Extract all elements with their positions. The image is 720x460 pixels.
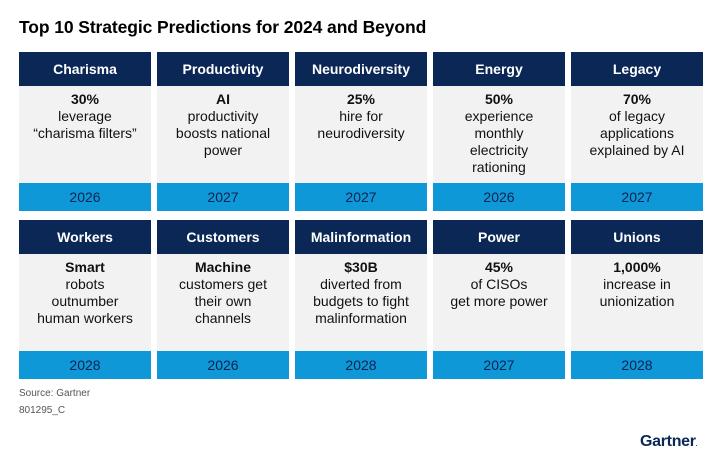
card-year: 2027 (157, 183, 289, 211)
card-category: Workers (19, 220, 151, 254)
card-lead: Machine (194, 259, 251, 275)
card-description: productivity boosts national power (175, 108, 271, 158)
card-category: Productivity (157, 52, 289, 86)
card-year: 2026 (157, 351, 289, 379)
card-lead: 25% (346, 91, 376, 107)
card-year: 2028 (571, 351, 703, 379)
gartner-logo: Gartner. (640, 433, 697, 451)
card-lead: Smart (65, 259, 105, 275)
card-category: Customers (157, 220, 289, 254)
card-year: 2027 (571, 183, 703, 211)
card-category: Neurodiversity (295, 52, 427, 86)
card-description: of CISOs get more power (450, 276, 548, 309)
card-year: 2026 (433, 183, 565, 211)
card-body: Smart robots outnumber human workers (19, 254, 151, 351)
card-year: 2028 (295, 351, 427, 379)
card-description: of legacy applications explained by AI (589, 108, 685, 158)
card-year: 2026 (19, 183, 151, 211)
card-body: Machine customers get their own channels (157, 254, 289, 351)
card-body: 45% of CISOs get more power (433, 254, 565, 351)
card-body: $30B diverted from budgets to fight mali… (295, 254, 427, 351)
card-year: 2027 (295, 183, 427, 211)
source-note: Source: Gartner (19, 388, 91, 399)
card-body: 1,000% increase in unionization (571, 254, 703, 351)
card-year: 2028 (19, 351, 151, 379)
card-description: customers get their own channels (179, 276, 267, 326)
card-lead: AI (216, 91, 230, 107)
card-category: Power (433, 220, 565, 254)
card-lead: 30% (70, 91, 100, 107)
card-description: experience monthly electricity rationing (464, 108, 534, 175)
logo-dot-icon: . (695, 442, 698, 448)
prediction-card-neurodiversity: Neurodiversity 25% hire for neurodiversi… (295, 52, 427, 211)
card-category: Charisma (19, 52, 151, 86)
card-lead: 50% (484, 91, 514, 107)
predictions-grid: Charisma 30% leverage “charisma filters”… (19, 52, 703, 379)
page-title: Top 10 Strategic Predictions for 2024 an… (19, 17, 427, 37)
prediction-card-energy: Energy 50% experience monthly electricit… (433, 52, 565, 211)
card-lead: 70% (622, 91, 652, 107)
card-body: 25% hire for neurodiversity (295, 86, 427, 183)
prediction-card-power: Power 45% of CISOs get more power 2027 (433, 220, 565, 379)
prediction-card-legacy: Legacy 70% of legacy applications explai… (571, 52, 703, 211)
figure-code: 801295_C (19, 405, 66, 416)
card-category: Legacy (571, 52, 703, 86)
card-category: Malinformation (295, 220, 427, 254)
card-body: 70% of legacy applications explained by … (571, 86, 703, 183)
card-body: AI productivity boosts national power (157, 86, 289, 183)
card-year: 2027 (433, 351, 565, 379)
prediction-card-charisma: Charisma 30% leverage “charisma filters”… (19, 52, 151, 211)
logo-text: Gartner (640, 433, 696, 450)
prediction-card-productivity: Productivity AI productivity boosts nati… (157, 52, 289, 211)
prediction-card-malinformation: Malinformation $30B diverted from budget… (295, 220, 427, 379)
card-description: increase in unionization (599, 276, 675, 309)
card-description: robots outnumber human workers (37, 276, 133, 326)
card-category: Unions (571, 220, 703, 254)
card-lead: $30B (344, 259, 378, 275)
prediction-card-workers: Workers Smart robots outnumber human wor… (19, 220, 151, 379)
card-lead: 1,000% (613, 259, 661, 275)
card-lead: 45% (484, 259, 514, 275)
card-description: hire for neurodiversity (317, 108, 405, 141)
prediction-card-customers: Customers Machine customers get their ow… (157, 220, 289, 379)
card-category: Energy (433, 52, 565, 86)
prediction-card-unions: Unions 1,000% increase in unionization 2… (571, 220, 703, 379)
card-description: diverted from budgets to fight malinform… (313, 276, 409, 326)
card-description: leverage “charisma filters” (33, 108, 137, 141)
card-body: 50% experience monthly electricity ratio… (433, 86, 565, 183)
card-body: 30% leverage “charisma filters” (19, 86, 151, 183)
